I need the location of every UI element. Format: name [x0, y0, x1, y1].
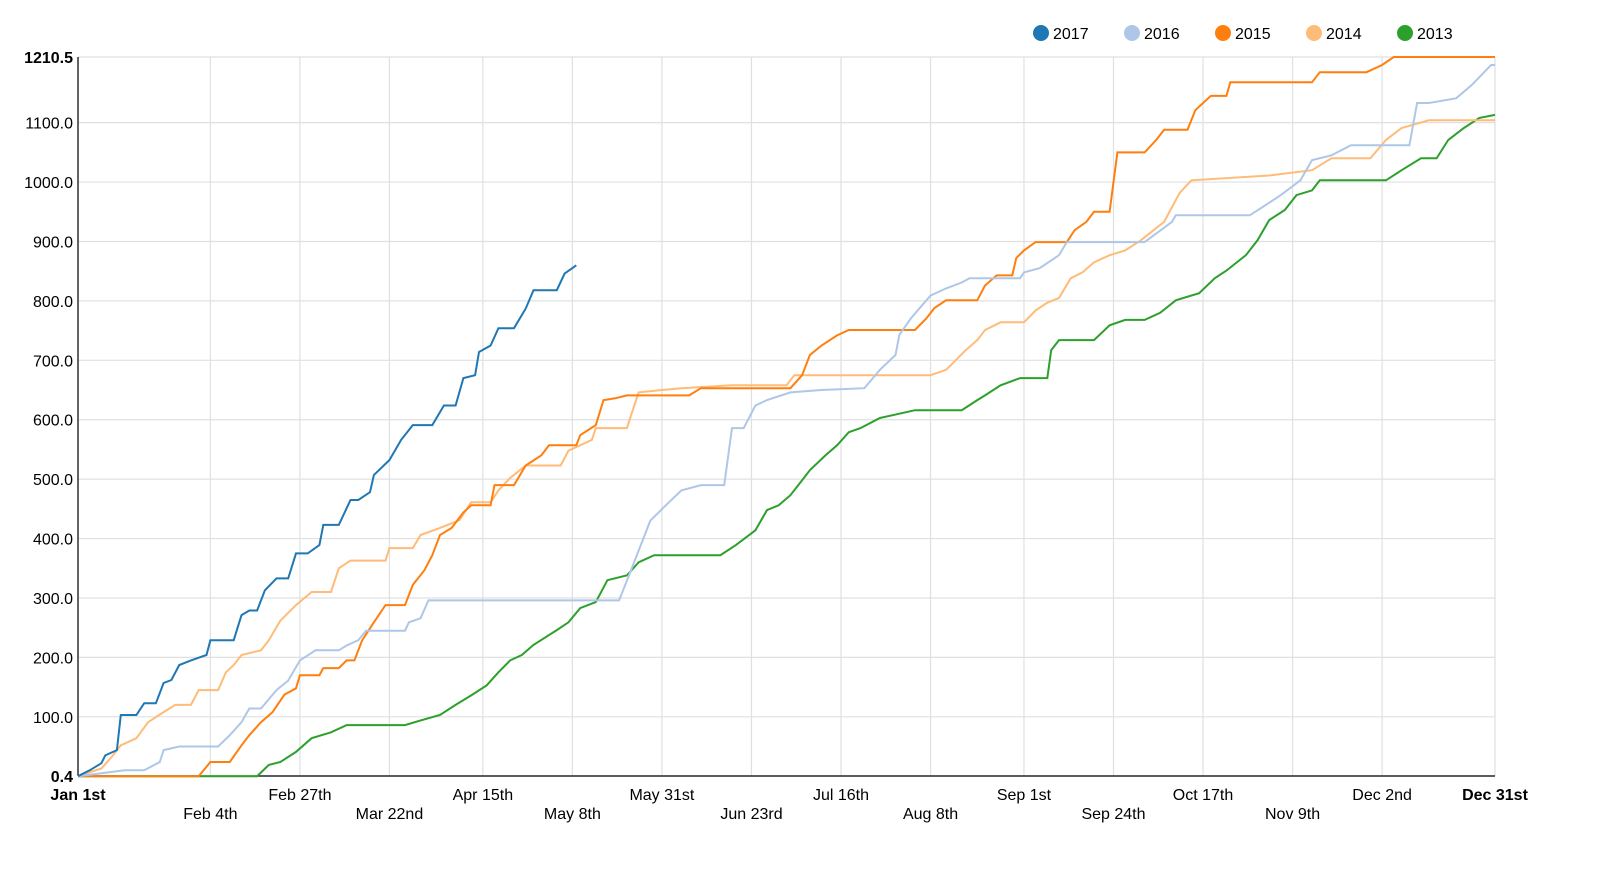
- legend: 2017 2016 2015 2014 2013: [1033, 25, 1453, 43]
- y-tick-label: 1210.5: [24, 50, 73, 67]
- legend-label: 2017: [1053, 26, 1089, 43]
- y-tick-label: 100.0: [33, 710, 73, 727]
- y-axis: 0.4 100.0 200.0 300.0 400.0 500.0 600.0 700.0 80…: [24, 50, 79, 786]
- series-lines: [77, 56, 1496, 778]
- legend-swatch: [1397, 25, 1413, 41]
- x-tick-label: May 31st: [629, 787, 694, 804]
- x-tick-label: Jun 23rd: [720, 806, 782, 823]
- x-tick-label: Feb 4th: [183, 806, 237, 823]
- x-tick-label: Dec 31st: [1462, 787, 1528, 804]
- legend-swatch: [1124, 25, 1140, 41]
- x-tick-label: Sep 1st: [997, 787, 1052, 804]
- series-line-2013: [78, 113, 1496, 778]
- x-tick-label: Feb 27th: [268, 787, 331, 804]
- y-tick-label: 1100.0: [25, 116, 73, 133]
- y-tick-label: 600.0: [33, 413, 73, 430]
- legend-swatch: [1033, 25, 1049, 41]
- legend-label: 2016: [1144, 26, 1180, 43]
- legend-item-2013: 2013: [1397, 25, 1453, 43]
- x-tick-label: Apr 15th: [453, 787, 513, 804]
- x-tick-label: May 8th: [544, 806, 601, 823]
- legend-item-2015: 2015: [1215, 25, 1271, 43]
- legend-label: 2015: [1235, 26, 1271, 43]
- legend-item-2017: 2017: [1033, 25, 1089, 43]
- x-axis: Jan 1st Feb 4th Feb 27th Mar 22nd Apr 15th Ma…: [50, 775, 1529, 823]
- y-tick-label: 0.4: [51, 769, 73, 786]
- x-tick-label: Oct 17th: [1173, 787, 1233, 804]
- legend-item-2016: 2016: [1124, 25, 1180, 43]
- y-tick-label: 300.0: [33, 591, 73, 608]
- legend-swatch: [1306, 25, 1322, 41]
- x-tick-label: Nov 9th: [1265, 806, 1320, 823]
- y-tick-label: 200.0: [33, 650, 73, 667]
- legend-label: 2014: [1326, 26, 1362, 43]
- series-line-2015: [78, 56, 1495, 778]
- x-tick-label: Jul 16th: [813, 787, 869, 804]
- series-line-2017: [77, 264, 577, 778]
- grid: [77, 56, 1496, 777]
- x-tick-label: Sep 24th: [1081, 806, 1145, 823]
- x-tick-label: Dec 2nd: [1352, 787, 1412, 804]
- y-tick-label: 800.0: [33, 294, 73, 311]
- legend-swatch: [1215, 25, 1231, 41]
- y-tick-label: 900.0: [33, 234, 73, 251]
- x-tick-label: Aug 8th: [903, 806, 958, 823]
- legend-item-2014: 2014: [1306, 25, 1362, 43]
- y-tick-label: 400.0: [33, 532, 73, 549]
- series-line-2016: [77, 64, 1495, 778]
- series-line-2014: [77, 119, 1495, 778]
- x-tick-label: Mar 22nd: [356, 806, 424, 823]
- legend-label: 2013: [1417, 26, 1453, 43]
- y-tick-label: 500.0: [33, 472, 73, 489]
- y-tick-label: 1000.0: [24, 175, 73, 192]
- x-tick-label: Jan 1st: [50, 787, 106, 804]
- y-tick-label: 700.0: [33, 353, 73, 370]
